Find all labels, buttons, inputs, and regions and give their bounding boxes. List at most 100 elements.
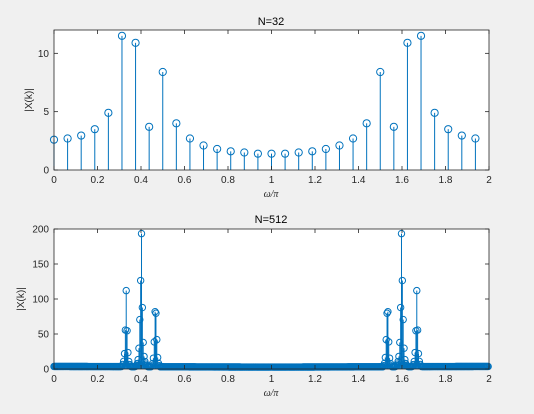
stem-point-marker bbox=[413, 286, 421, 295]
x-tick-label: 1 bbox=[269, 175, 275, 186]
stem-point-marker bbox=[400, 344, 408, 352]
axes-bottom: N=512 0 0.2 0.4 0.6 0.8 1 1.2 1.4 1.6 1.8 2 0 50 100… bbox=[16, 214, 492, 399]
y-tick-label: 200 bbox=[32, 225, 49, 236]
stem-point-marker bbox=[397, 229, 406, 238]
stem-point-marker bbox=[414, 349, 423, 358]
stem-point-marker bbox=[152, 309, 160, 317]
stem-point-marker bbox=[362, 119, 371, 128]
stem-point-marker bbox=[484, 362, 492, 371]
stem-point-marker bbox=[124, 348, 132, 357]
stem-point-marker bbox=[348, 134, 358, 143]
x-tick-label: 0.2 bbox=[91, 374, 105, 385]
stem-point-marker bbox=[122, 286, 130, 295]
stem-point-marker bbox=[172, 119, 181, 128]
x-tick-label: 1.4 bbox=[352, 175, 366, 186]
x-tick-label: 1.2 bbox=[308, 374, 322, 385]
y-tick-label: 5 bbox=[43, 107, 49, 118]
axes-top-title: N=32 bbox=[258, 16, 285, 28]
stem-point-marker bbox=[444, 125, 453, 134]
x-tick-label: 0.4 bbox=[134, 374, 148, 385]
stem-point-marker bbox=[430, 108, 439, 117]
stem-point-marker bbox=[382, 335, 390, 344]
x-tick-label: 0 bbox=[51, 374, 57, 385]
y-tick-label: 10 bbox=[38, 49, 50, 60]
stem-point-marker bbox=[131, 38, 140, 47]
stem-point-marker bbox=[151, 307, 159, 316]
stem-point-marker bbox=[104, 108, 113, 117]
stem-point-marker bbox=[398, 276, 407, 285]
stem-point-marker bbox=[385, 354, 394, 362]
x-tick-label: 1.2 bbox=[308, 175, 322, 186]
stem-point-marker bbox=[185, 134, 195, 143]
stem-point-marker bbox=[416, 31, 426, 40]
x-tick-label: 0.8 bbox=[221, 374, 235, 385]
axes-bottom-background bbox=[54, 229, 489, 369]
x-tick-label: 0.6 bbox=[178, 175, 192, 186]
axes-bottom-yticks: 0 50 100 150 200 bbox=[32, 225, 489, 376]
axes-bottom-xlabel: ω/π bbox=[264, 388, 280, 399]
stem-point-marker bbox=[140, 352, 148, 361]
stem-point-marker bbox=[385, 338, 393, 346]
y-tick-label: 50 bbox=[38, 330, 50, 341]
x-tick-label: 0.2 bbox=[91, 175, 105, 186]
stem-point-marker bbox=[137, 229, 146, 238]
stem-point-marker bbox=[335, 141, 344, 150]
stem-point-marker bbox=[240, 148, 249, 157]
stem-point-marker bbox=[267, 149, 276, 158]
stem-point-marker bbox=[136, 276, 145, 285]
y-tick-label: 0 bbox=[43, 166, 49, 177]
stem-point-marker bbox=[403, 38, 412, 47]
x-tick-label: 2 bbox=[486, 175, 492, 186]
x-tick-label: 1.6 bbox=[395, 175, 409, 186]
axes-bottom-title: N=512 bbox=[255, 214, 288, 226]
axes-top: N=32 0 0.2 0.4 0.6 0.8 1 1.2 1.4 1.6 1.8 2 0 5 10 ω/… bbox=[24, 16, 492, 200]
stem-point-marker bbox=[199, 141, 208, 150]
axes-bottom-box bbox=[53, 228, 490, 370]
stem-point-marker bbox=[136, 315, 144, 324]
stem-point-marker bbox=[139, 338, 147, 347]
x-tick-label: 1.8 bbox=[439, 175, 453, 186]
stem-point-marker bbox=[77, 131, 86, 140]
stem-point-marker bbox=[321, 144, 330, 154]
x-tick-label: 1 bbox=[269, 374, 275, 385]
axes-bottom-ylabel: |X(k)| bbox=[16, 287, 27, 311]
stem-point-marker bbox=[471, 134, 480, 143]
y-tick-label: 150 bbox=[32, 260, 49, 271]
stem-point-marker bbox=[117, 31, 127, 40]
stem-point-marker bbox=[226, 147, 235, 156]
axes-top-box bbox=[53, 29, 490, 171]
stem-point-marker bbox=[308, 147, 317, 156]
y-tick-label: 0 bbox=[43, 365, 49, 376]
x-tick-label: 1.6 bbox=[395, 374, 409, 385]
stem-point-marker bbox=[413, 326, 422, 334]
axes-top-xlabel: ω/π bbox=[264, 189, 280, 200]
axes-top-stems bbox=[49, 31, 480, 170]
axes-top-ylabel: |X(k)| bbox=[24, 88, 35, 112]
x-tick-label: 0.4 bbox=[134, 175, 148, 186]
stem-point-marker bbox=[396, 303, 405, 312]
stem-point-marker bbox=[457, 131, 466, 140]
stem-point-marker bbox=[384, 307, 392, 316]
x-tick-label: 0.8 bbox=[221, 175, 235, 186]
stem-point-marker bbox=[294, 148, 303, 157]
x-tick-label: 0 bbox=[51, 175, 57, 186]
stem-point-marker bbox=[153, 335, 161, 344]
stem-point-marker bbox=[138, 303, 147, 312]
x-tick-label: 0.6 bbox=[178, 374, 192, 385]
stem-point-marker bbox=[63, 134, 72, 143]
stem-point-marker bbox=[376, 67, 385, 77]
stem-point-marker bbox=[145, 122, 154, 131]
stem-point-marker bbox=[150, 338, 158, 346]
y-tick-label: 100 bbox=[32, 295, 49, 306]
stem-point-marker bbox=[280, 149, 290, 158]
x-tick-label: 1.8 bbox=[439, 374, 453, 385]
stem-point-marker bbox=[253, 149, 263, 158]
stem-point-marker bbox=[399, 315, 407, 324]
stem-point-marker bbox=[213, 144, 222, 154]
axes-top-background bbox=[54, 30, 489, 170]
x-tick-label: 2 bbox=[486, 374, 492, 385]
stem-point-marker bbox=[90, 125, 99, 134]
stem-point-marker bbox=[389, 122, 398, 131]
stem-point-marker bbox=[411, 348, 419, 357]
